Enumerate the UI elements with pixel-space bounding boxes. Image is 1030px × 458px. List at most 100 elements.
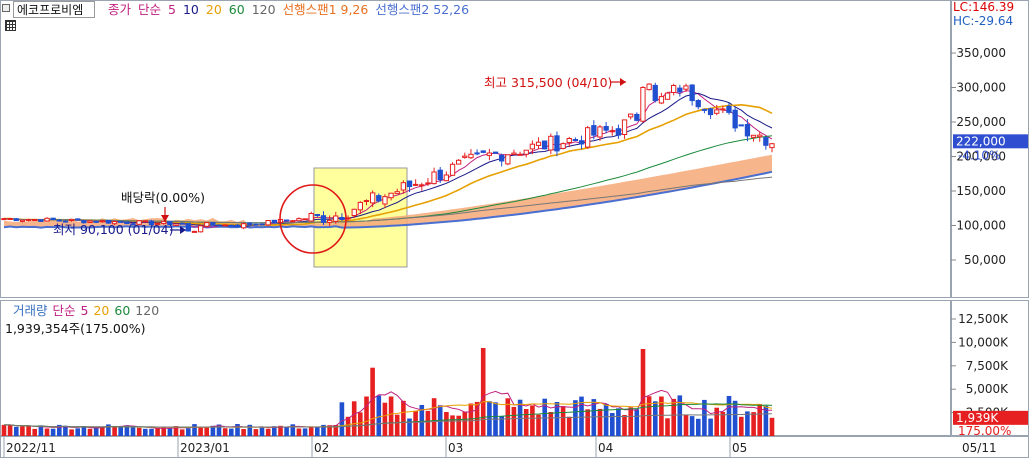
price-tick-label: 100,000 [956, 219, 1006, 233]
volume-bar [26, 425, 31, 436]
candle [615, 124, 622, 139]
candle [185, 223, 191, 232]
volume-bar [610, 413, 615, 436]
candle [333, 211, 339, 224]
candle [351, 208, 357, 219]
date-tick-label: 2022/11 [6, 441, 56, 455]
legend-ma10[interactable]: 10 [182, 2, 199, 17]
candle [769, 143, 775, 153]
candle [370, 190, 376, 208]
ticker-selector[interactable]: 에코프로비엠 [13, 1, 95, 18]
volume-bar [444, 412, 449, 436]
candle [591, 120, 597, 140]
candle [99, 219, 105, 223]
candle [689, 84, 695, 106]
volume-bar [720, 412, 726, 436]
candle [228, 224, 234, 227]
volume-bar [714, 407, 719, 436]
candle [62, 220, 69, 223]
candle [425, 178, 431, 186]
price-axis-frame [951, 0, 1029, 298]
volume-bar [407, 418, 412, 436]
current-price-label: 222,000 [956, 134, 1006, 148]
legend-ma20[interactable]: 20 [205, 2, 222, 17]
candle [572, 137, 579, 141]
volume-bar [106, 424, 111, 436]
volume-tick-label: 10,000K [958, 335, 1009, 349]
candle [480, 150, 486, 154]
candle [707, 107, 714, 119]
vol-legend-ma60[interactable]: 60 [114, 303, 131, 318]
volume-bar [659, 396, 664, 436]
volume-bar [308, 426, 314, 436]
candle [93, 220, 99, 223]
volume-bar [554, 402, 560, 436]
legend-close[interactable]: 종가 [108, 2, 132, 17]
volume-bar [333, 425, 339, 436]
grid-icon[interactable] [5, 20, 16, 31]
candle [388, 192, 394, 201]
volume-bar [573, 400, 578, 436]
volume-bar [388, 396, 394, 436]
volume-bar [149, 428, 154, 436]
ticker-indicator-icon[interactable] [2, 4, 10, 12]
legend-span1[interactable]: 선행스팬1 9,26 [282, 2, 369, 17]
vol-legend-simple[interactable]: 단순 [52, 303, 76, 318]
span2-line [3, 170, 773, 229]
dividend-annotation: 배당락(0.00%) [121, 190, 205, 205]
volume-bar [87, 428, 93, 436]
volume-bar [143, 428, 148, 436]
vol-legend-ma120[interactable]: 120 [135, 303, 160, 318]
high-arrowhead [620, 78, 626, 86]
candle [191, 230, 198, 233]
volume-bar [640, 349, 646, 436]
legend-ma120[interactable]: 120 [251, 2, 276, 17]
volume-bar [339, 402, 345, 436]
candle [750, 134, 757, 142]
volume-bar [769, 417, 775, 436]
date-tick-label: 05 [732, 441, 747, 455]
legend-simple[interactable]: 단순 [138, 2, 162, 17]
volume-bar [394, 414, 400, 436]
candle [664, 92, 671, 100]
candle [449, 162, 456, 176]
candle [677, 84, 683, 97]
candle [695, 99, 701, 110]
volume-bar [708, 418, 713, 436]
candle [744, 119, 751, 142]
low-arrowhead [180, 226, 186, 234]
volume-bar [278, 425, 283, 436]
candle [210, 222, 216, 226]
candle [173, 223, 179, 227]
vol-legend-ma20[interactable]: 20 [93, 303, 110, 318]
volume-bar [634, 409, 640, 436]
legend-span2[interactable]: 선행스팬2 52,26 [375, 2, 470, 17]
candle [640, 86, 646, 123]
volume-bar [75, 428, 80, 436]
volume-bar [616, 408, 621, 436]
vol-legend-volume[interactable]: 거래량 [13, 303, 48, 318]
legend-ma60[interactable]: 60 [228, 2, 245, 17]
ticker-name: 에코프로비엠 [17, 3, 84, 17]
volume-bar [229, 428, 234, 436]
date-tick-label: 05/11 [962, 441, 997, 455]
ma120-line [4, 176, 773, 224]
candle [259, 223, 265, 226]
candle [118, 220, 124, 223]
candle [154, 222, 161, 225]
volume-bar [548, 412, 554, 436]
candle [529, 140, 536, 155]
candle [720, 105, 726, 114]
candle [296, 217, 302, 222]
volume-bar [272, 426, 277, 436]
candle [247, 222, 253, 226]
candle [738, 124, 744, 127]
volume-bar [81, 426, 87, 436]
candle [357, 201, 364, 215]
volume-bar [216, 424, 222, 436]
legend-ma5[interactable]: 5 [168, 2, 176, 17]
low-annotation: 최저 90,100 (01/04) [53, 222, 173, 237]
volume-bar [702, 399, 707, 436]
vol-legend-ma5[interactable]: 5 [80, 303, 89, 318]
